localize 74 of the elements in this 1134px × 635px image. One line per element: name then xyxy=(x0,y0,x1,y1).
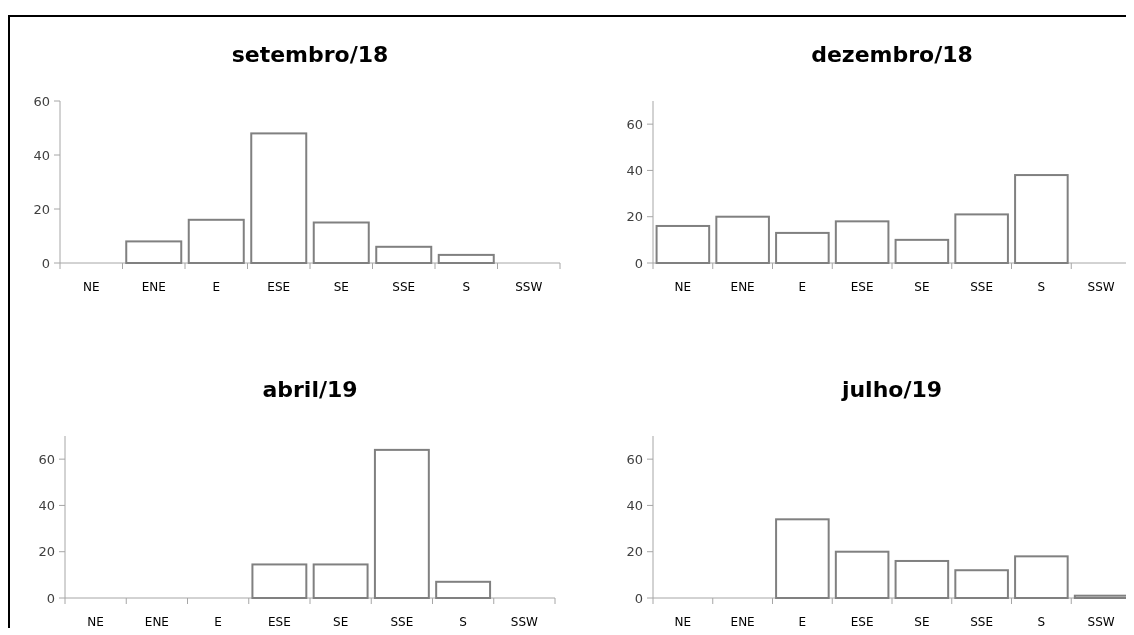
x-tick-label: NE xyxy=(674,615,692,629)
bar xyxy=(187,218,245,264)
x-tick-label: ESE xyxy=(267,615,291,629)
bar xyxy=(250,132,308,264)
x-tick-label: SSE xyxy=(970,280,994,294)
chart-title: setembro/18 xyxy=(231,42,389,67)
bar xyxy=(312,563,369,599)
y-tick-label: 20 xyxy=(626,209,643,225)
bar xyxy=(655,224,711,264)
bar xyxy=(437,253,495,264)
x-tick-label: SSE xyxy=(390,615,414,629)
x-tick-label: E xyxy=(214,615,222,629)
x-tick-label: SE xyxy=(914,615,930,629)
chart-title: julho/19 xyxy=(840,377,943,402)
y-tick-label: 60 xyxy=(626,116,643,132)
x-tick-label: SE xyxy=(914,280,930,294)
x-tick-label: ESE xyxy=(267,280,291,294)
bar xyxy=(894,238,950,264)
x-tick-label: NE xyxy=(87,615,104,629)
x-tick-label: NE xyxy=(82,280,100,294)
y-tick-label: 0 xyxy=(46,590,55,606)
x-tick-label: NE xyxy=(674,280,692,294)
x-tick-label: SE xyxy=(333,280,349,294)
bar xyxy=(775,231,830,264)
x-tick-label: SSW xyxy=(1087,615,1115,629)
x-tick-label: E xyxy=(798,615,807,629)
x-tick-label: SSW xyxy=(510,615,539,629)
y-tick-label: 0 xyxy=(634,255,643,271)
bar xyxy=(312,221,370,264)
chart-title: dezembro/18 xyxy=(811,42,973,67)
bar xyxy=(373,448,430,599)
x-tick-label: E xyxy=(798,280,807,294)
y-tick-label: 60 xyxy=(626,451,643,467)
chart-title: abril/19 xyxy=(262,377,358,402)
x-tick-label: SSW xyxy=(515,280,543,294)
x-tick-label: S xyxy=(462,280,471,294)
x-tick-label: S xyxy=(459,615,467,629)
y-tick-label: 40 xyxy=(38,497,55,513)
bar xyxy=(251,563,308,599)
bar xyxy=(834,220,890,264)
x-tick-label: ENE xyxy=(730,615,755,629)
x-tick-label: SSE xyxy=(392,280,416,294)
y-tick-label: 20 xyxy=(33,201,50,217)
bar xyxy=(715,215,770,264)
bar xyxy=(125,240,183,264)
x-tick-label: E xyxy=(212,280,221,294)
x-tick-label: ENE xyxy=(144,615,169,629)
x-tick-label: ESE xyxy=(850,280,874,294)
y-tick-label: 40 xyxy=(626,162,643,178)
y-tick-label: 0 xyxy=(41,255,50,271)
x-tick-label: SE xyxy=(333,615,349,629)
bar xyxy=(954,569,1009,599)
bar xyxy=(775,518,830,599)
y-tick-label: 60 xyxy=(38,451,55,467)
x-tick-label: ESE xyxy=(850,615,874,629)
y-tick-label: 40 xyxy=(33,147,50,163)
x-tick-label: SSE xyxy=(970,615,994,629)
bar xyxy=(1014,555,1069,599)
y-tick-label: 60 xyxy=(33,93,50,109)
bar xyxy=(834,550,890,599)
y-tick-label: 20 xyxy=(626,544,643,560)
y-tick-label: 20 xyxy=(38,544,55,560)
x-tick-label: ENE xyxy=(730,280,755,294)
bar xyxy=(375,245,433,264)
bar xyxy=(1014,174,1069,264)
x-tick-label: S xyxy=(1037,280,1046,294)
x-tick-label: SSW xyxy=(1087,280,1115,294)
x-tick-label: ENE xyxy=(141,280,166,294)
y-tick-label: 40 xyxy=(626,497,643,513)
bar xyxy=(435,580,492,599)
bar xyxy=(954,213,1009,264)
y-tick-label: 0 xyxy=(634,590,643,606)
bar xyxy=(894,559,950,599)
x-tick-label: S xyxy=(1037,615,1046,629)
